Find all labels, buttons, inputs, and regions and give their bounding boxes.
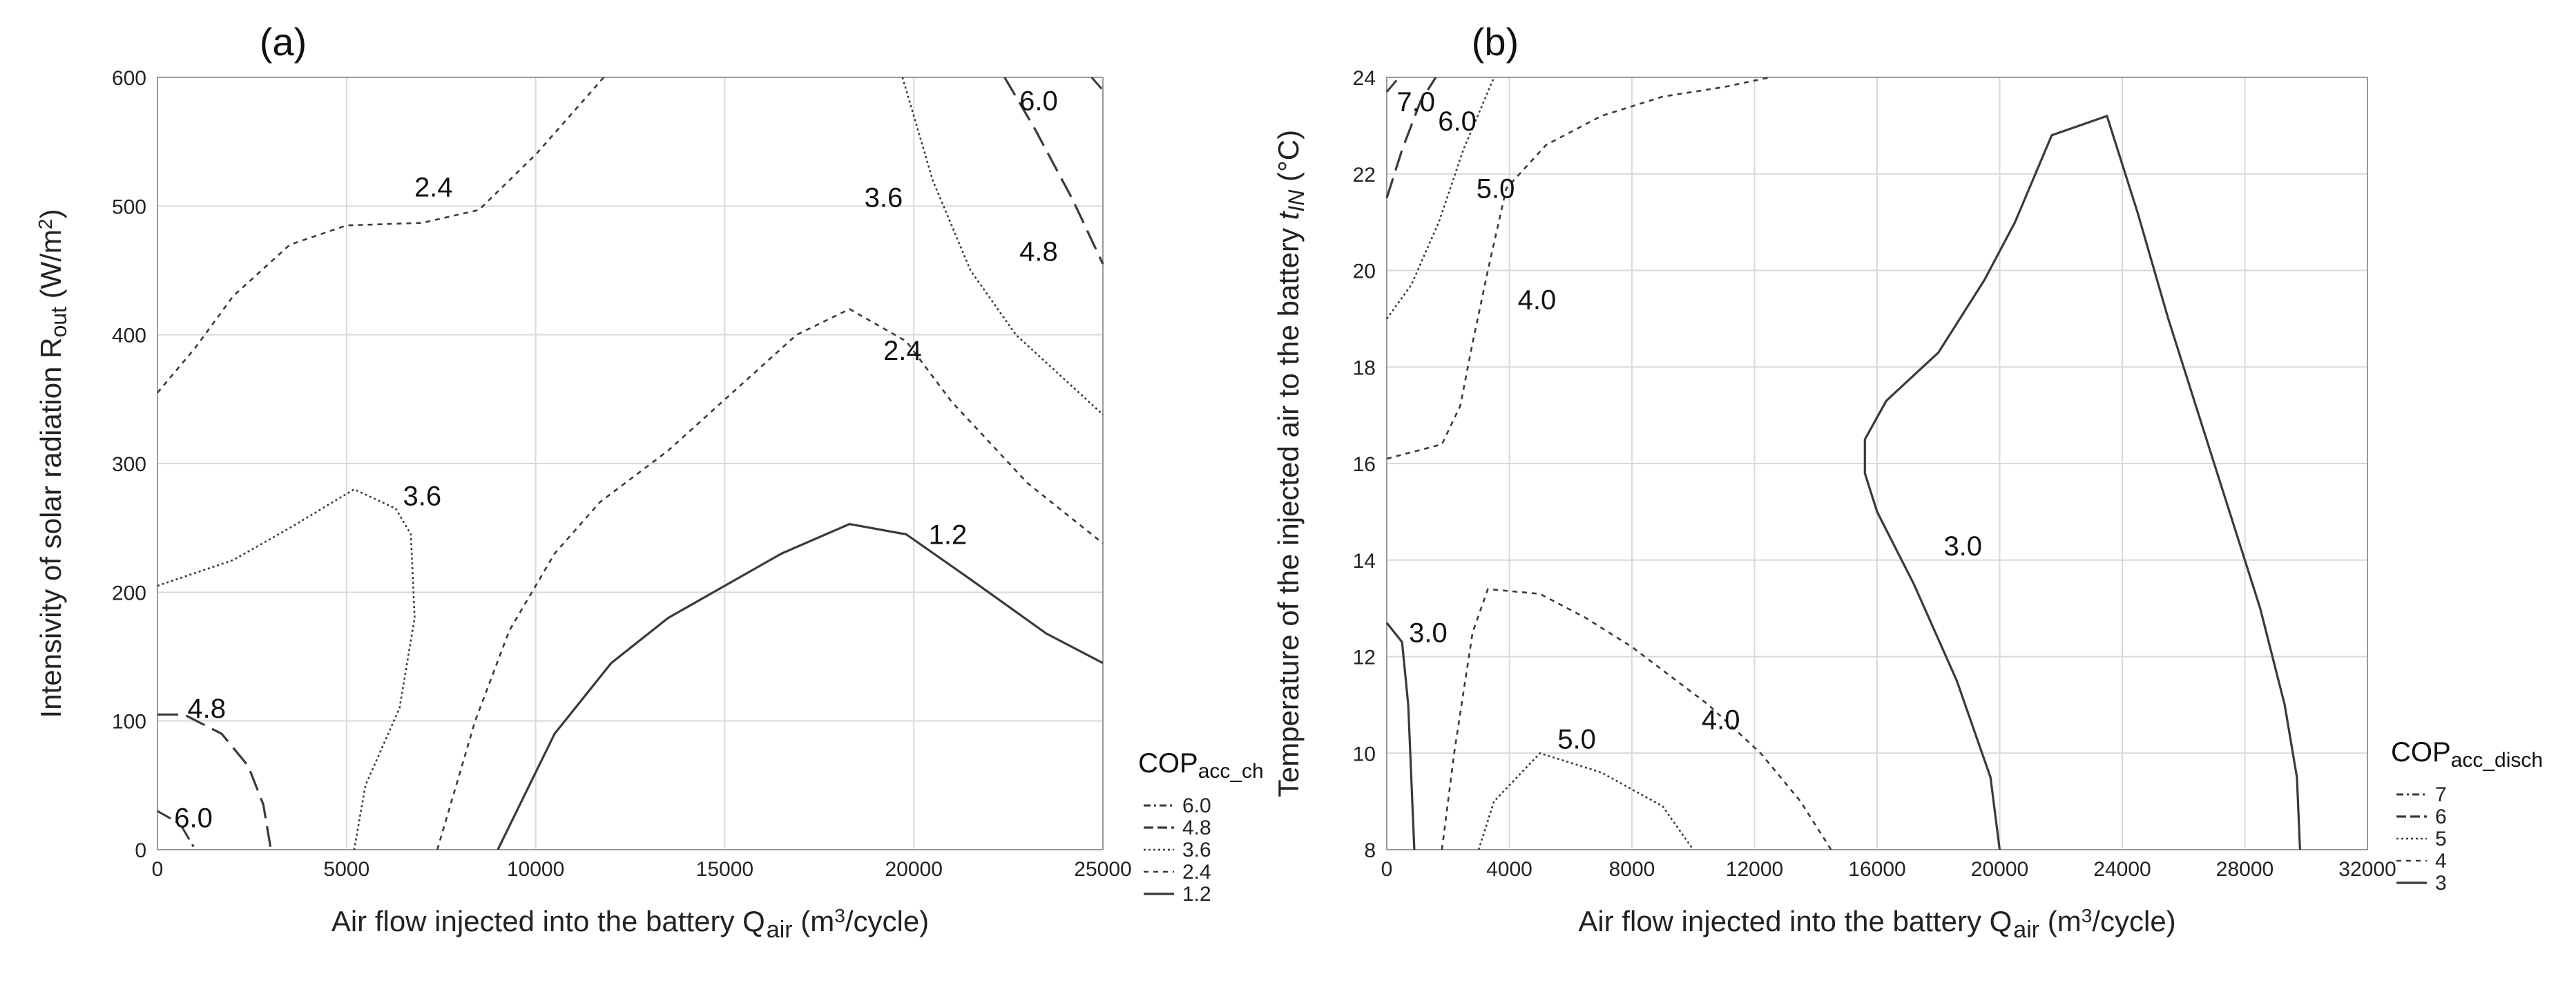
x-tick-label: 0 xyxy=(152,858,164,881)
x-tick-label: 0 xyxy=(1381,858,1393,881)
contour-label: 1.2 xyxy=(929,519,968,550)
y-tick-label: 10 xyxy=(1353,743,1376,765)
x-axis-label: Air flow injected into the battery Qair … xyxy=(331,905,929,943)
y-axis-label: Intensivity of solar radiation Rout (W/m… xyxy=(35,209,71,718)
y-tick-label: 600 xyxy=(112,67,146,90)
legend-title: COPacc_ch xyxy=(1138,748,1264,783)
contour-line-5-0 xyxy=(1477,752,1694,850)
legend-entry-label: 1.2 xyxy=(1182,883,1211,906)
y-tick-label: 12 xyxy=(1353,647,1376,669)
contour-line-2-4 xyxy=(157,77,605,394)
y-tick-label: 200 xyxy=(112,582,146,604)
gridlines xyxy=(157,77,1104,850)
contour-line-6-0 xyxy=(1385,77,1437,199)
legend-entry-label: 7 xyxy=(2435,783,2447,806)
legend-entry-label: 3 xyxy=(2435,872,2447,895)
x-tick-label: 4000 xyxy=(1486,858,1532,881)
y-tick-label: 22 xyxy=(1353,164,1376,187)
contour-label: 3.0 xyxy=(1409,618,1448,649)
contour-line-4-8 xyxy=(1003,77,1104,265)
x-tick-label: 20000 xyxy=(1971,858,2028,881)
y-tick-label: 8 xyxy=(1364,839,1376,862)
legend: COPacc_ch 6.04.83.62.41.2 xyxy=(1138,748,1264,906)
contour-line-3-6 xyxy=(157,488,416,850)
x-tick-label: 25000 xyxy=(1074,858,1131,881)
y-tick-label: 20 xyxy=(1353,260,1376,283)
y-tick-label: 24 xyxy=(1353,67,1376,90)
y-tick-label: 500 xyxy=(112,195,146,218)
contour-line-3-0 xyxy=(1385,622,1416,850)
y-tick-label: 14 xyxy=(1353,550,1376,573)
legend-entry-label: 4.8 xyxy=(1182,817,1211,839)
panel-label: (a) xyxy=(260,20,307,64)
x-axis-label: Air flow injected into the battery Qair … xyxy=(1578,905,2175,943)
y-tick-label: 0 xyxy=(135,839,146,862)
contour-lines xyxy=(157,77,1104,850)
x-tick-label: 28000 xyxy=(2216,858,2274,881)
legend-title: COPacc_disch xyxy=(2391,737,2543,772)
x-tick-label: 16000 xyxy=(1848,858,1905,881)
y-tick-label: 16 xyxy=(1353,453,1376,476)
contour-label: 6.0 xyxy=(1438,106,1477,137)
y-tick-label: 18 xyxy=(1353,356,1376,379)
y-tick-label: 300 xyxy=(112,453,146,476)
x-tick-label: 8000 xyxy=(1609,858,1655,881)
chart-panel-a: 2.42.43.63.64.86.01.24.86.00 5000 10000 150… xyxy=(35,20,1264,943)
contour-label: 6.0 xyxy=(1019,86,1058,117)
contour-line-1-2 xyxy=(497,523,1104,850)
contour-label: 6.0 xyxy=(174,803,213,833)
contour-line-4-0 xyxy=(1441,588,1832,850)
contour-label: 5.0 xyxy=(1557,724,1596,754)
panel-label: (b) xyxy=(1472,20,1519,64)
legend-entry-label: 5 xyxy=(2435,828,2447,850)
contour-label: 7.0 xyxy=(1396,87,1435,117)
gridlines xyxy=(1386,77,2368,850)
contour-lines xyxy=(1385,76,2301,850)
contour-line-3-6 xyxy=(901,77,1104,416)
legend-entry-label: 4 xyxy=(2435,850,2447,872)
legend-entry-label: 2.4 xyxy=(1182,861,1211,884)
contour-line-3-0 xyxy=(1863,115,2301,850)
legend-entry-label: 6.0 xyxy=(1182,794,1211,817)
contour-label: 4.0 xyxy=(1518,285,1557,315)
chart-panel-b: 7.06.0 5.0 4.0 4.0 5.0 3.0 3.0 0 4000 8000 12000 16… xyxy=(1272,20,2543,943)
contour-line-6-0 xyxy=(1090,77,1104,91)
legend-entry-label: 3.6 xyxy=(1182,839,1211,861)
x-tick-label: 5000 xyxy=(323,858,369,881)
x-tick-label: 20000 xyxy=(885,858,942,881)
contour-line-6-0 xyxy=(157,810,197,850)
contour-label: 4.8 xyxy=(187,694,226,724)
x-tick-label: 32000 xyxy=(2338,858,2396,881)
y-tick-label: 100 xyxy=(112,711,146,734)
plot-frame xyxy=(1386,77,2368,850)
plot-frame xyxy=(157,77,1104,850)
legend-entry-label: 6 xyxy=(2435,805,2447,828)
x-tick-label: 10000 xyxy=(507,858,564,881)
contour-label: 3.0 xyxy=(1943,531,1982,562)
contour-line-4-0 xyxy=(1386,76,1770,460)
x-tick-label: 12000 xyxy=(1726,858,1783,881)
contour-label: 5.0 xyxy=(1477,174,1515,204)
contour-line-7-0 xyxy=(1385,77,1400,93)
contour-label: 4.0 xyxy=(1702,705,1740,735)
contour-line-5-0 xyxy=(1385,77,1495,320)
y-axis-label: Temperature of the injected air to the b… xyxy=(1272,130,1309,797)
contour-line-4-8 xyxy=(157,713,272,850)
x-tick-label: 24000 xyxy=(2093,858,2151,881)
contour-label: 3.6 xyxy=(865,182,903,213)
x-tick-label: 15000 xyxy=(696,858,753,881)
contour-label: 2.4 xyxy=(414,172,453,202)
contour-label: 3.6 xyxy=(403,481,442,512)
contour-label: 2.4 xyxy=(883,336,922,366)
contour-label: 4.8 xyxy=(1019,237,1058,267)
y-tick-label: 400 xyxy=(112,325,146,347)
